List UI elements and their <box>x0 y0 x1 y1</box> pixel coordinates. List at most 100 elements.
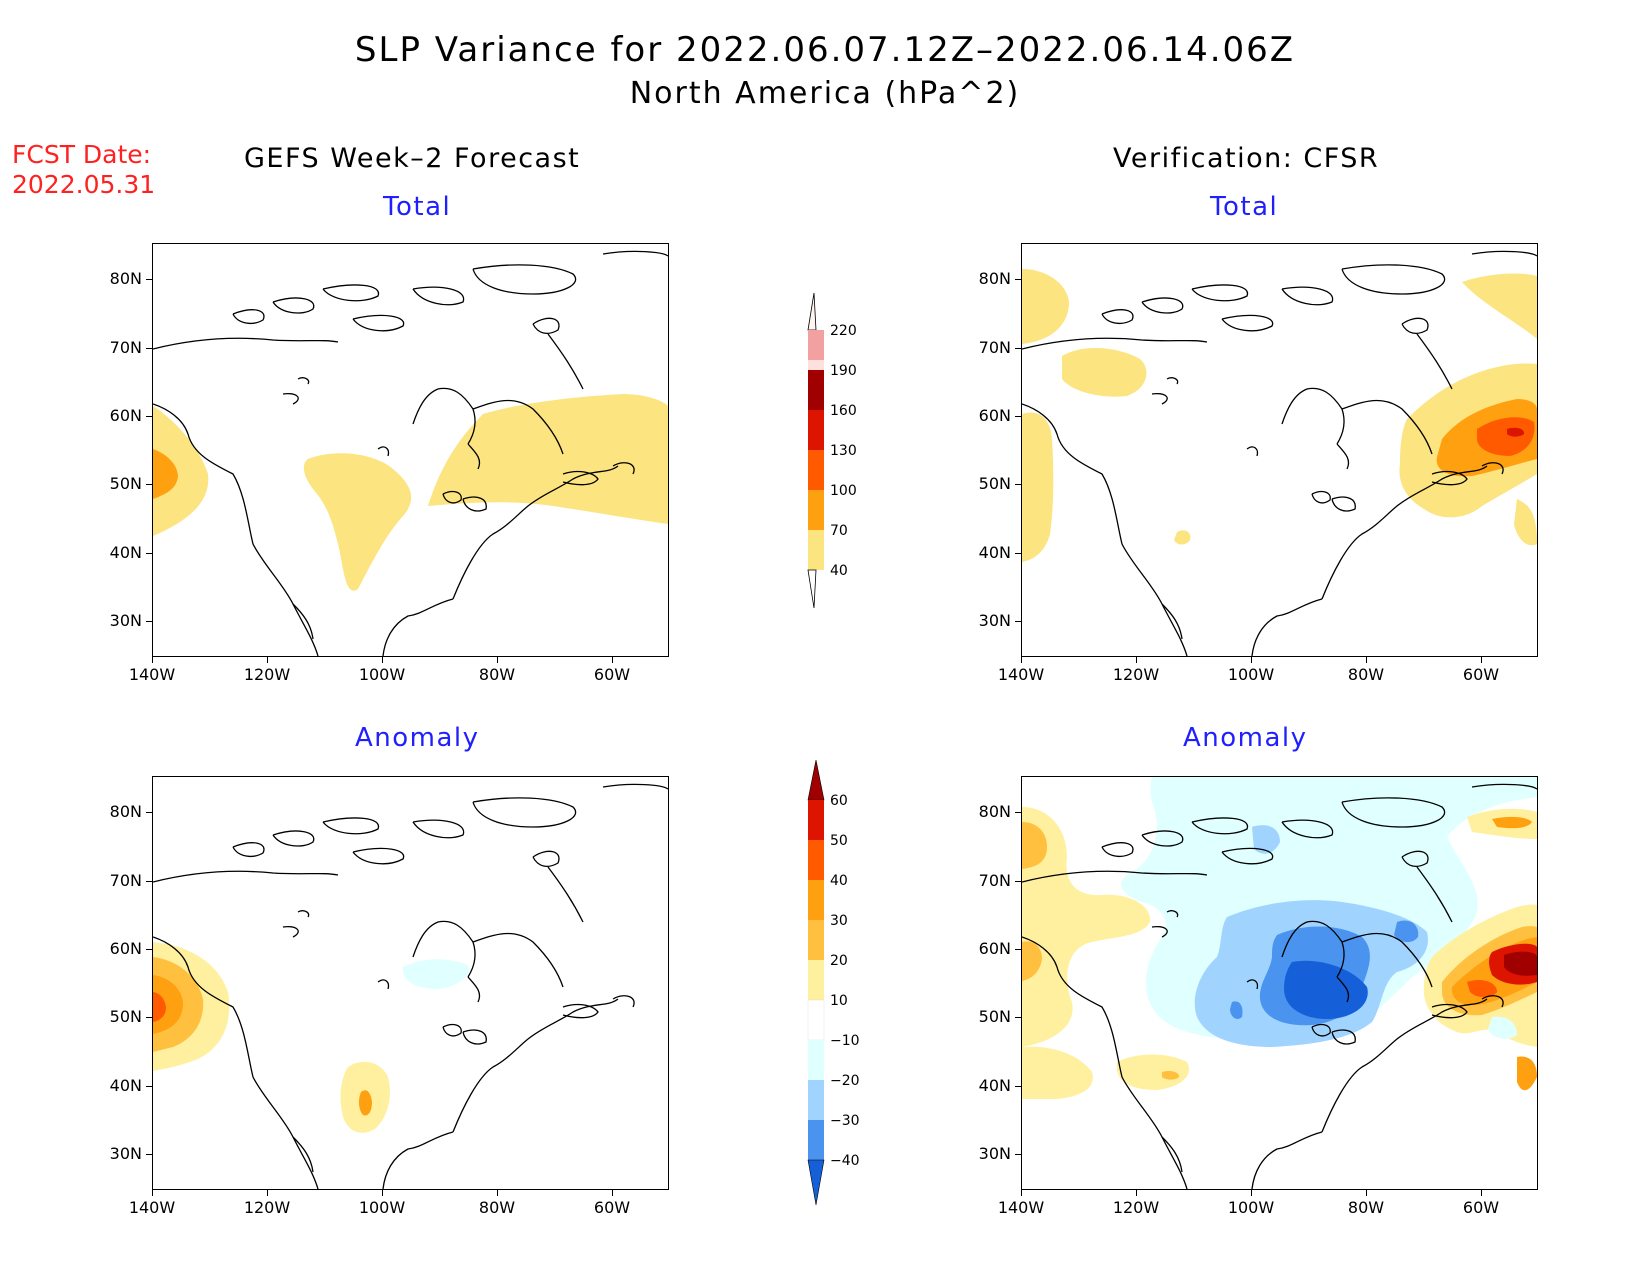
coastline-segment <box>377 979 390 990</box>
colorbar-anomaly-svg <box>807 759 825 1206</box>
lon-tick-verification-anomaly <box>1366 1190 1367 1196</box>
coastline-segment <box>1431 470 1468 486</box>
coastline-segment <box>352 314 405 332</box>
colorbar-anomaly-swatch-neutral <box>807 999 825 1041</box>
shade-verification-anomaly-blue-40 <box>1284 960 1368 1019</box>
lon-label-verification-total: 60W <box>1462 665 1500 684</box>
lon-label-forecast-anomaly: 100W <box>358 1198 406 1217</box>
lon-tick-verification-anomaly <box>1251 1190 1252 1196</box>
coastline-segment <box>1246 446 1259 457</box>
coastline-segment <box>602 250 668 257</box>
fcst-date-value: 2022.05.31 <box>12 170 156 199</box>
coastline-segment <box>377 446 390 457</box>
lat-label-forecast-anomaly: 40N <box>109 1076 142 1095</box>
lat-tick-forecast-total <box>146 279 152 280</box>
colorbar-anomaly-top-tip <box>807 759 825 801</box>
coastline-segment <box>272 830 315 847</box>
lon-label-verification-anomaly: 80W <box>1347 1198 1385 1217</box>
lat-label-forecast-total: 40N <box>109 543 142 562</box>
colorbar-total-top-tip <box>807 292 817 331</box>
coastline-segment <box>547 866 584 923</box>
lat-label-verification-anomaly: 50N <box>978 1007 1011 1026</box>
colorbar-total-label-40: 40 <box>830 563 848 579</box>
lon-tick-forecast-anomaly <box>612 1190 613 1196</box>
colorbar-anomaly-label-neg40: −40 <box>830 1153 860 1169</box>
lat-tick-verification-total <box>1015 416 1021 417</box>
shade-forecast-anomaly-pacific-30 <box>153 975 183 1034</box>
coastline-segment <box>153 870 339 883</box>
shade-forecast-anomaly-plains-30 <box>358 1090 372 1116</box>
coastline-segment <box>442 490 462 504</box>
coastline-segment <box>412 920 476 978</box>
coastline-segment <box>1481 462 1504 475</box>
colorbar-total-swatch-70 <box>808 490 824 530</box>
shade-forecast-total-pacific <box>153 406 209 536</box>
shade-verification-anomaly-midwest-orange <box>1162 1070 1180 1080</box>
coastline-segment <box>1341 399 1433 455</box>
colorbar-anomaly: 60 50 40 30 20 10 −10 −20 −30 −40 <box>800 759 860 1210</box>
colorbar-total: 220 190 160 130 100 70 40 <box>800 290 857 610</box>
coastline-segment <box>1101 309 1134 325</box>
colorbar-anomaly-swatch-neg20 <box>808 1080 824 1120</box>
fcst-date-heading: FCST Date: <box>12 140 152 169</box>
coastline-segment <box>1251 598 1323 656</box>
coastline-segment <box>1481 995 1504 1008</box>
coastline-segment <box>382 1131 454 1189</box>
coastline-segment <box>292 1136 314 1173</box>
lat-label-verification-total: 70N <box>978 338 1011 357</box>
lon-tick-forecast-anomaly <box>267 1190 268 1196</box>
coastline-segment <box>472 264 577 295</box>
coastline-segment <box>1416 866 1453 923</box>
colorbar-total-label-220: 220 <box>830 323 857 339</box>
colorbar-anomaly-swatch-60 <box>808 800 824 840</box>
colorbar-anomaly-swatch-neg30 <box>808 1120 824 1160</box>
shade-verification-total-alaska <box>1022 269 1069 344</box>
lon-label-verification-total: 80W <box>1347 665 1385 684</box>
coastline-segment <box>1191 817 1249 835</box>
coastline-segment <box>1166 910 1179 918</box>
forecast-date-label: FCST Date: 2022.05.31 <box>12 140 155 200</box>
lon-label-forecast-anomaly: 140W <box>128 1198 176 1217</box>
lon-tick-verification-total <box>1251 657 1252 663</box>
lat-tick-verification-anomaly <box>1015 1154 1021 1155</box>
shade-verification-total-midwest-spot <box>1174 530 1191 545</box>
lon-label-verification-total: 140W <box>997 665 1045 684</box>
coastline-segment <box>1416 333 1453 390</box>
lon-tick-forecast-anomaly <box>497 1190 498 1196</box>
shade-forecast-anomaly-pacific-40 <box>153 992 166 1022</box>
lon-tick-verification-total <box>1021 657 1022 663</box>
lon-label-forecast-total: 120W <box>243 665 291 684</box>
lat-label-verification-total: 50N <box>978 474 1011 493</box>
lat-label-verification-total: 40N <box>978 543 1011 562</box>
lat-label-verification-total: 30N <box>978 611 1011 630</box>
coastline-segment <box>1431 1003 1468 1019</box>
colorbar-anomaly-swatch-20 <box>808 960 824 1000</box>
coastline-segment <box>1341 264 1446 295</box>
shade-forecast-total-canada-east <box>428 394 668 524</box>
lat-tick-forecast-anomaly <box>146 881 152 882</box>
lon-label-verification-anomaly: 140W <box>997 1198 1045 1217</box>
coastline-segment <box>232 842 265 858</box>
coastline-segment <box>452 998 619 1133</box>
panel-title-verification-total: Total <box>1210 192 1279 222</box>
coastline-segment <box>1191 284 1249 302</box>
coastline-segment <box>532 317 560 335</box>
colorbar-anomaly-label-neg30: −30 <box>830 1113 860 1129</box>
coastline-segment <box>532 850 560 868</box>
coastline-segment <box>272 297 315 314</box>
colorbar-anomaly-label-10: 10 <box>830 993 848 1009</box>
map-verification-anomaly <box>1021 776 1538 1190</box>
colorbar-anomaly-label-20: 20 <box>830 953 848 969</box>
figure-title-line1: SLP Variance for 2022.06.07.12Z–2022.06.… <box>354 30 1296 70</box>
coastline-segment <box>412 819 465 839</box>
lat-tick-verification-anomaly <box>1015 881 1021 882</box>
shade-verification-total-atlantic-red <box>1507 427 1525 437</box>
lat-label-verification-anomaly: 80N <box>978 802 1011 821</box>
coastline-segment <box>1101 842 1134 858</box>
shade-verification-anomaly-atlantic-40 <box>1467 980 1497 998</box>
lat-label-forecast-anomaly: 60N <box>109 939 142 958</box>
panel-title-forecast-anomaly: Anomaly <box>355 723 480 753</box>
shade-verification-total-atlantic-south <box>1514 499 1537 546</box>
shade-forecast-total-pacific-core <box>153 449 178 499</box>
colorbar-anomaly-label-40: 40 <box>830 873 848 889</box>
